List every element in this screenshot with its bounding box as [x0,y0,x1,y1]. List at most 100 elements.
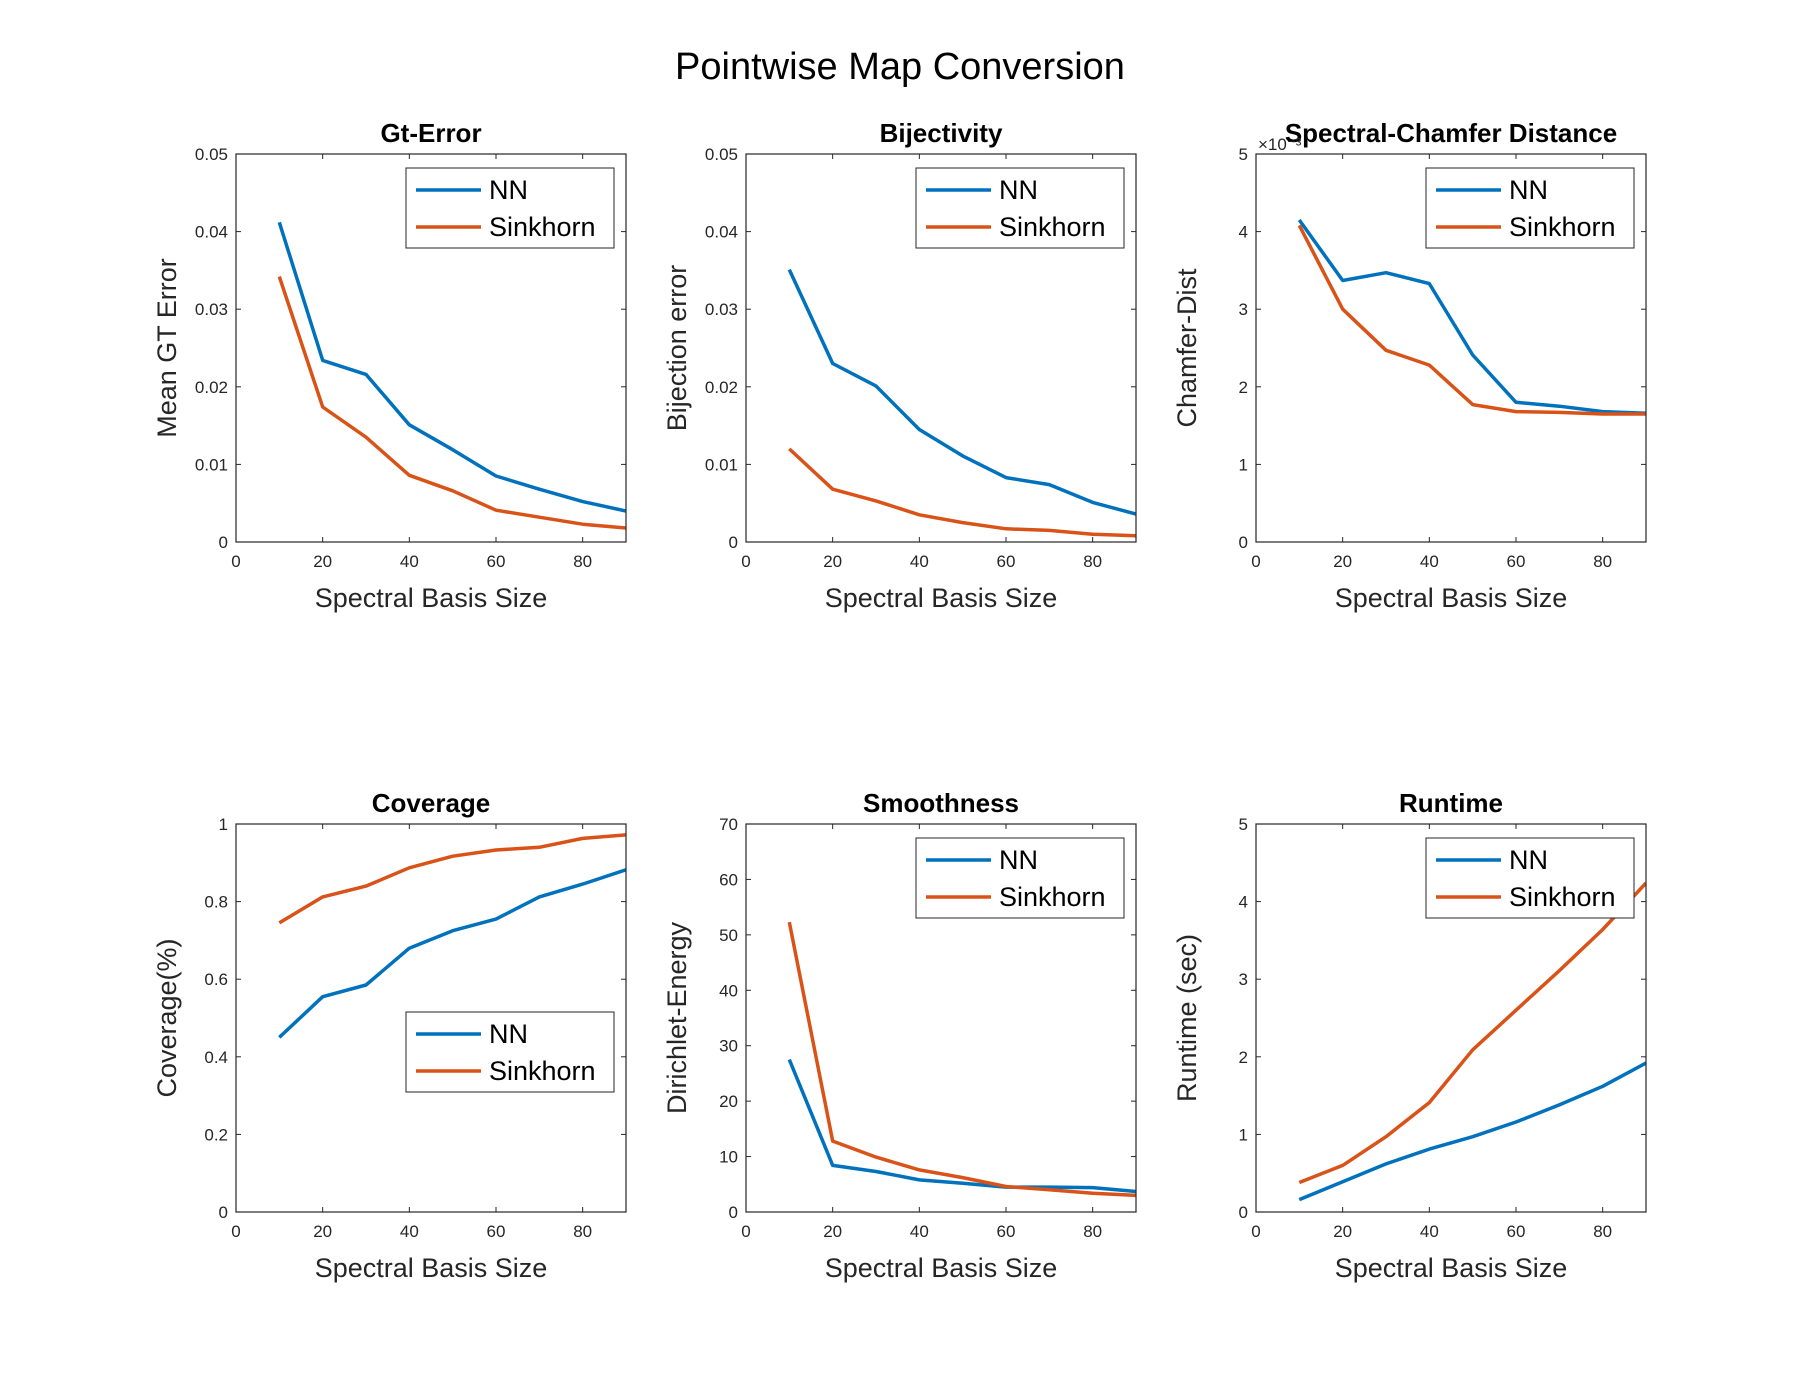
y-axis-label: Runtime (sec) [1172,934,1202,1102]
legend-label-nn: NN [1509,845,1548,875]
plot-frame [1255,153,1647,543]
y-tick-label: 4 [1239,893,1248,912]
chart-panel-4: Coverage 0 20 40 60 80 0 0.2 0.4 0.6 0.8 1 Spectral … [152,788,627,1283]
x-axis-label: Spectral Basis Size [1335,583,1568,613]
series-line-sinkhorn [788,447,1136,538]
chart-panel-6: Runtime 0 20 40 60 80 0 1 2 3 4 5 Spectral Basis Siz… [1172,788,1647,1283]
x-tick-label: 20 [823,552,842,571]
y-exponent-label: ×10⁻³ [1258,135,1302,154]
x-axis-label: Spectral Basis Size [825,1253,1058,1283]
series-line-nn [1297,218,1646,415]
x-tick-label: 80 [1083,552,1102,571]
x-axis-label: Spectral Basis Size [315,1253,548,1283]
legend: NN Sinkhorn [915,167,1125,249]
y-axis-label: Bijection error [662,265,692,432]
legend: NN Sinkhorn [1425,167,1635,249]
x-tick-label: 80 [1593,552,1612,571]
x-tick-label: 0 [1251,1222,1260,1241]
y-tick-label: 5 [1239,815,1248,834]
legend: NN Sinkhorn [405,167,615,249]
x-tick-label: 0 [741,1222,750,1241]
x-tick-label: 20 [823,1222,842,1241]
y-tick-label: 0 [1239,1203,1248,1222]
chart-panel-2: Bijectivity 0 20 40 60 80 0 0.01 0.02 0.03 0.04 0.0… [662,118,1137,613]
x-tick-label: 40 [400,1222,419,1241]
x-tick-label: 80 [1593,1222,1612,1241]
chart-title: Smoothness [863,788,1019,818]
y-tick-label: 30 [719,1037,738,1056]
chart-title: Runtime [1399,788,1503,818]
y-tick-label: 0 [1239,533,1248,552]
x-tick-label: 0 [741,552,750,571]
y-tick-label: 0 [729,533,738,552]
y-tick-label: 5 [1239,145,1248,164]
y-tick-label: 20 [719,1092,738,1111]
y-tick-label: 0.01 [195,455,228,474]
x-tick-label: 0 [1251,552,1260,571]
x-tick-label: 60 [1507,1222,1526,1241]
legend: NN Sinkhorn [1425,837,1635,919]
y-tick-label: 2 [1239,1048,1248,1067]
x-tick-label: 0 [231,552,240,571]
x-tick-label: 60 [487,552,506,571]
legend-label-nn: NN [489,1019,528,1049]
legend-label-nn: NN [1509,175,1548,205]
series-line-nn [278,868,626,1039]
y-tick-label: 0 [219,1203,228,1222]
legend-label-nn: NN [999,175,1038,205]
x-tick-label: 20 [1333,552,1352,571]
y-tick-label: 70 [719,815,738,834]
figure-title: Pointwise Map Conversion [675,46,1125,88]
chart-panel-3: Spectral-Chamfer Distance 0 20 40 60 80 0 1 2 3 4 5… [1172,118,1647,613]
legend-label-sinkhorn: Sinkhorn [1509,212,1616,242]
y-tick-label: 3 [1239,970,1248,989]
x-tick-label: 40 [400,552,419,571]
legend-label-nn: NN [489,175,528,205]
series-line-sinkhorn [787,921,1136,1198]
chart-title: Spectral-Chamfer Distance [1285,118,1617,148]
y-axis-label: Chamfer-Dist [1172,268,1202,428]
x-tick-label: 40 [1420,552,1439,571]
x-axis-label: Spectral Basis Size [315,583,548,613]
y-tick-label: 0 [729,1203,738,1222]
plot-frame [235,823,627,1213]
legend-label-sinkhorn: Sinkhorn [489,212,596,242]
legend-box [405,1011,615,1093]
y-tick-label: 0.03 [195,300,228,319]
x-tick-label: 20 [313,1222,332,1241]
series-line-nn [787,268,1136,516]
x-tick-label: 40 [910,552,929,571]
y-tick-label: 0.05 [195,145,228,164]
y-tick-label: 0.02 [705,378,738,397]
y-tick-label: 1 [1239,455,1248,474]
legend-label-nn: NN [999,845,1038,875]
legend-box [915,837,1125,919]
y-tick-label: 40 [719,981,738,1000]
y-tick-label: 0.8 [204,893,228,912]
y-tick-label: 0.2 [204,1125,228,1144]
y-tick-label: 0.6 [204,970,228,989]
x-tick-label: 80 [1083,1222,1102,1241]
y-tick-label: 0 [219,533,228,552]
x-tick-label: 60 [487,1222,506,1241]
chart-title: Gt-Error [380,118,481,148]
x-tick-label: 60 [997,1222,1016,1241]
y-tick-label: 0.02 [195,378,228,397]
x-tick-label: 0 [231,1222,240,1241]
x-axis-label: Spectral Basis Size [1335,1253,1568,1283]
legend-label-sinkhorn: Sinkhorn [1509,882,1616,912]
y-axis-label: Mean GT Error [152,258,182,438]
y-tick-label: 0.03 [705,300,738,319]
x-tick-label: 20 [313,552,332,571]
legend-box [1425,837,1635,919]
legend-box [915,167,1125,249]
chart-title: Bijectivity [880,118,1003,148]
series-line-sinkhorn [278,833,626,925]
y-tick-label: 4 [1239,223,1248,242]
legend: NN Sinkhorn [405,1011,615,1093]
plot-frame [745,153,1137,543]
x-tick-label: 80 [573,552,592,571]
x-axis-label: Spectral Basis Size [825,583,1058,613]
legend-box [1425,167,1635,249]
y-tick-label: 0.05 [705,145,738,164]
